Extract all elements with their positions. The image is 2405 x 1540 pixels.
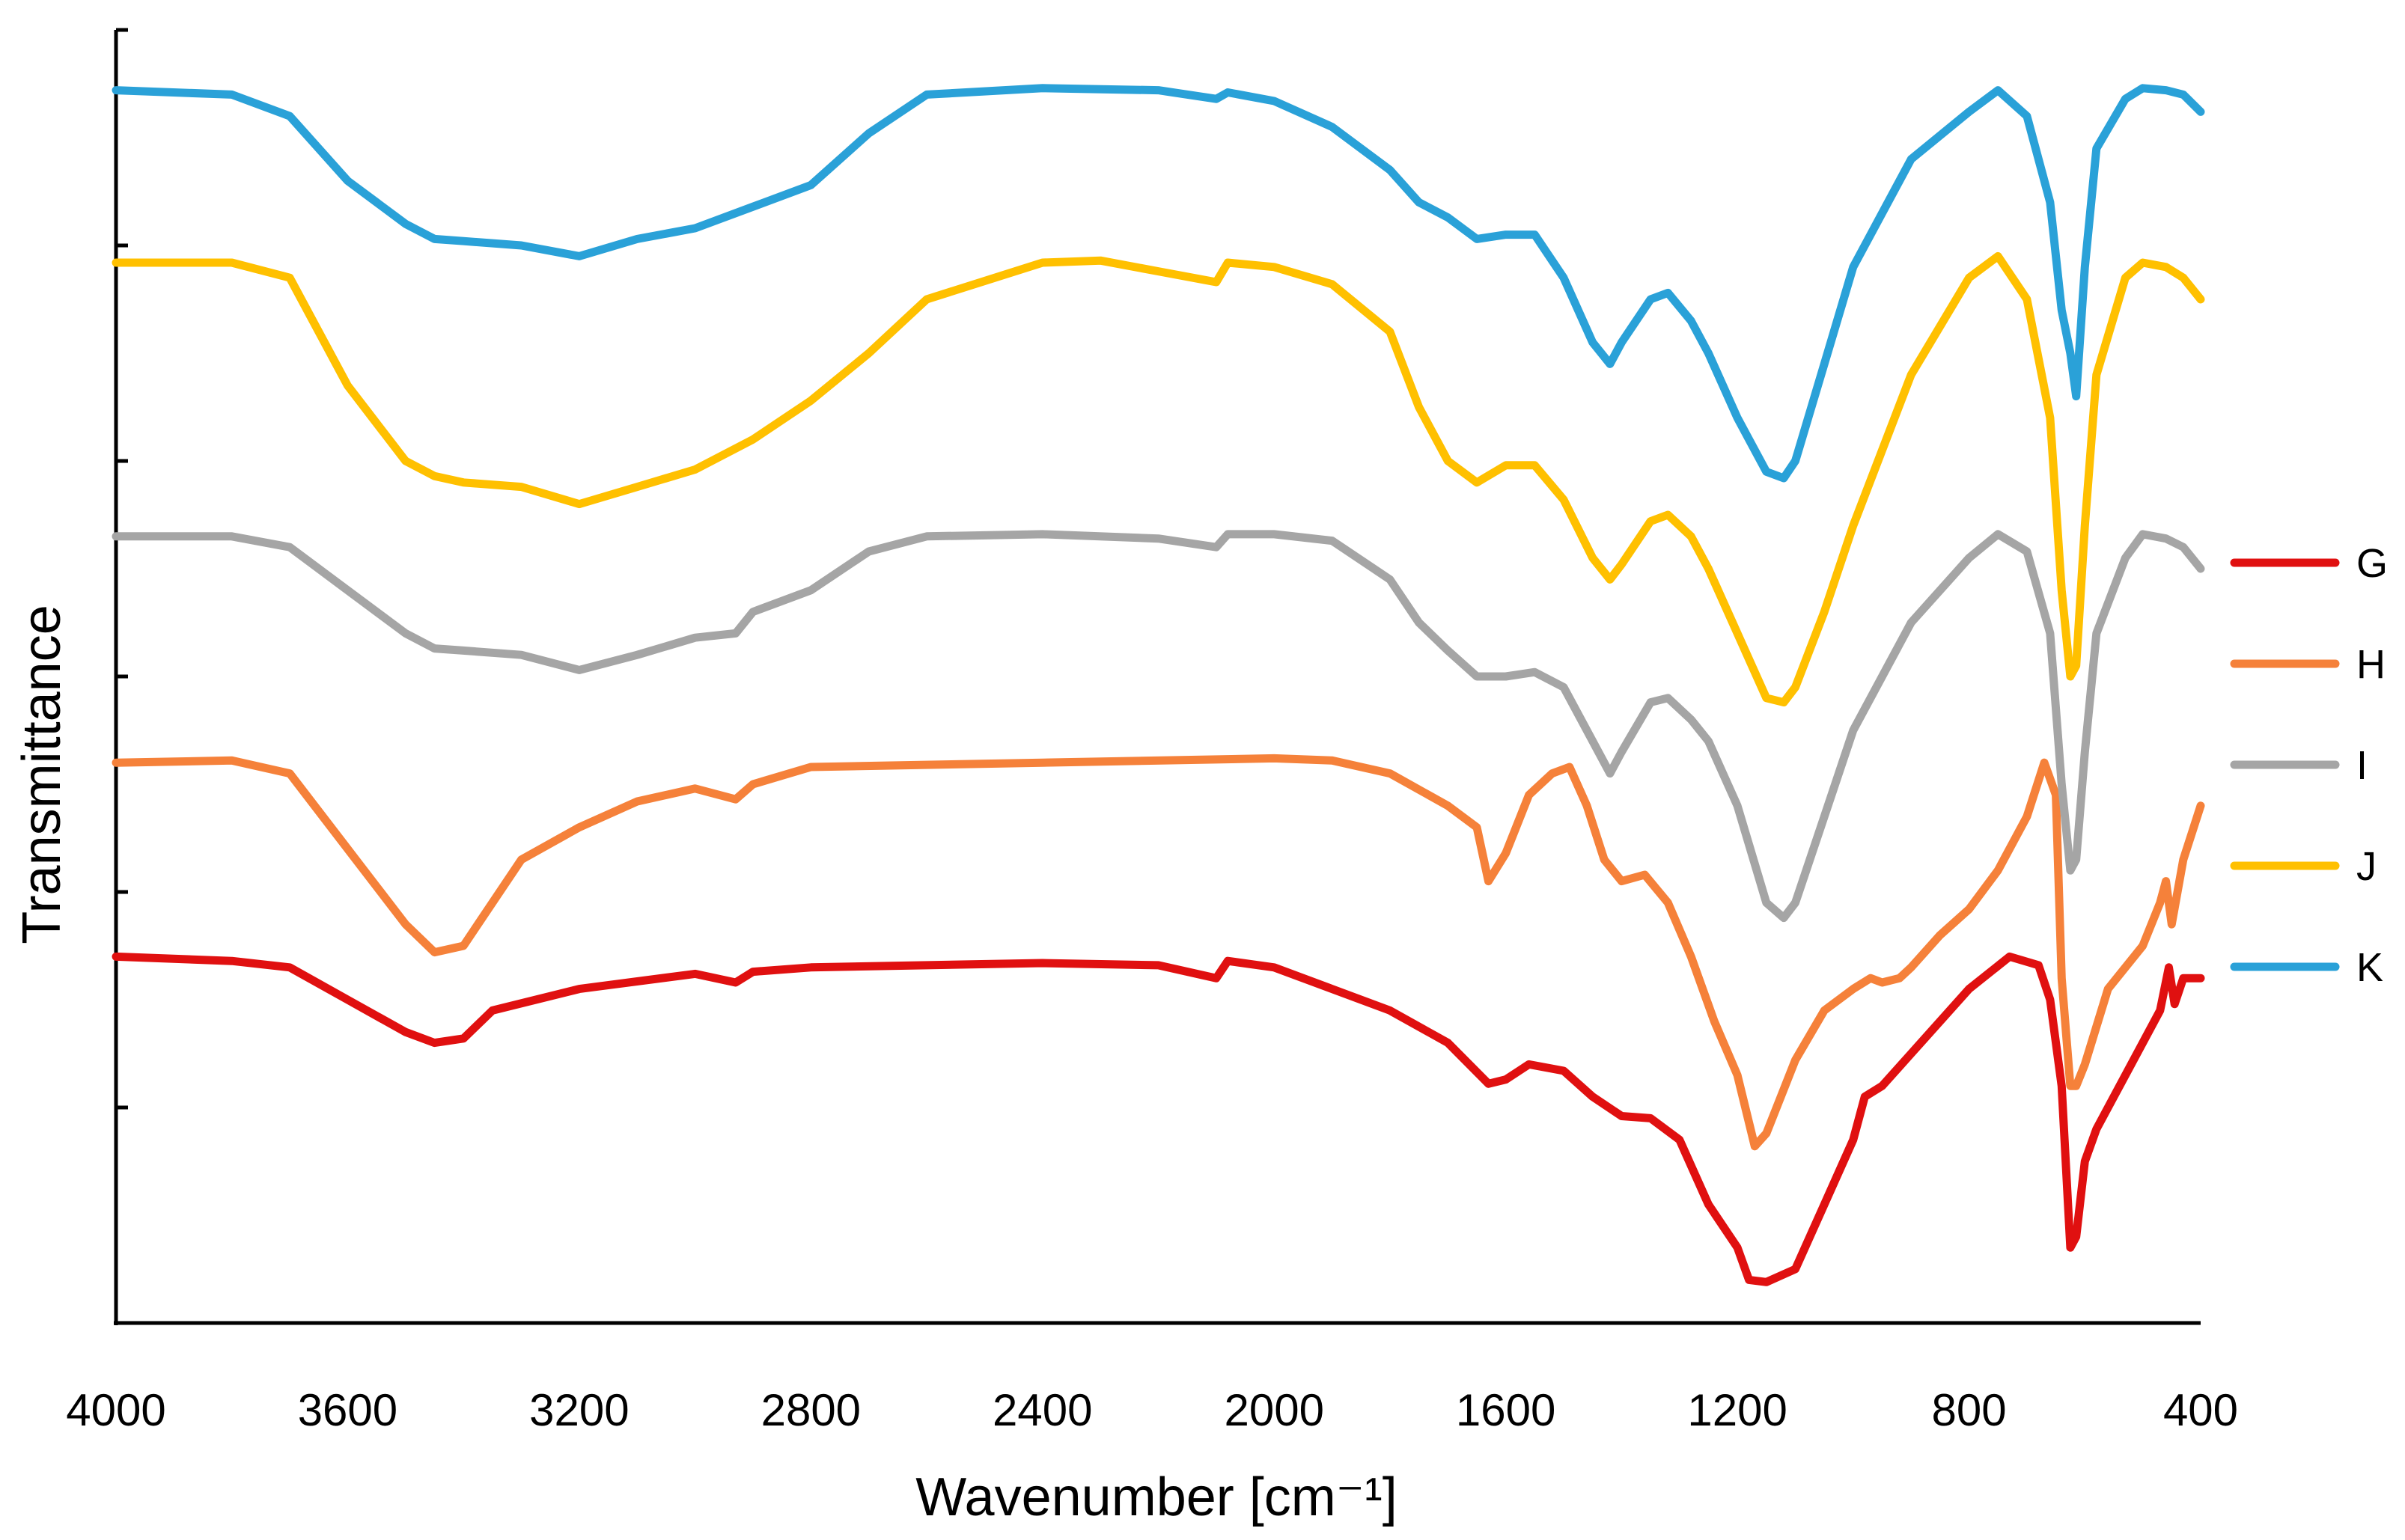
x-tick-label: 800: [1932, 1385, 2007, 1435]
x-tick-label: 400: [2163, 1385, 2238, 1435]
series-line-K: [112, 84, 2205, 483]
series-line-G: [112, 952, 2205, 1286]
x-axis-title: Wavenumber [cm⁻¹]: [915, 1467, 1397, 1527]
axes: [114, 30, 2201, 1325]
legend: G H I J K: [2230, 541, 2388, 990]
x-tick-label: 3600: [298, 1385, 397, 1435]
y-ticks: [116, 28, 128, 1325]
x-tick-label: 3200: [529, 1385, 629, 1435]
series-line-J: [112, 251, 2205, 707]
x-tick-label: 1600: [1456, 1385, 1555, 1435]
series-line-I: [112, 530, 2205, 923]
legend-label-G: G: [2356, 541, 2388, 586]
series-group: [112, 84, 2205, 1286]
x-ticks: 4000 3600 3200 2800 2400 2000 1600 1200 800 400: [66, 1385, 2238, 1435]
legend-label-H: H: [2356, 642, 2386, 687]
x-tick-label: 1200: [1687, 1385, 1787, 1435]
legend-label-I: I: [2356, 743, 2368, 788]
x-tick-label: 4000: [66, 1385, 165, 1435]
legend-label-K: K: [2356, 945, 2383, 990]
x-tick-label: 2400: [993, 1385, 1092, 1435]
legend-label-J: J: [2356, 844, 2377, 889]
x-tick-label: 2000: [1224, 1385, 1323, 1435]
x-tick-label: 2800: [761, 1385, 861, 1435]
series-line-H: [112, 754, 2205, 1151]
y-axis-title: Transmittance: [12, 605, 72, 944]
